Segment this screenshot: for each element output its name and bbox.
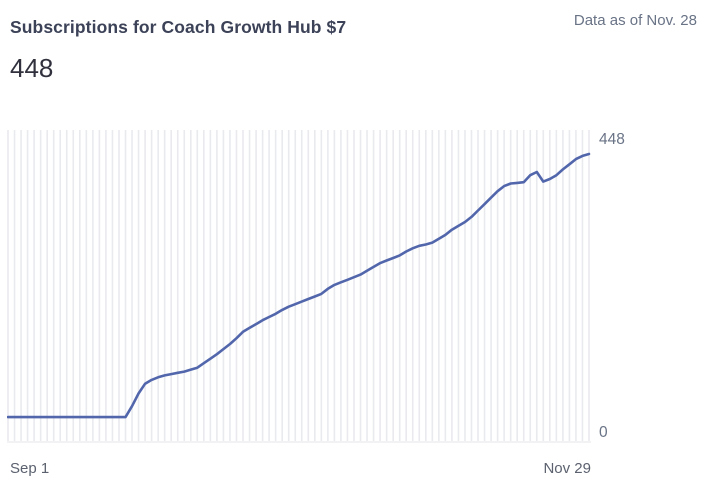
subscriptions-series-line xyxy=(7,152,591,419)
subscriptions-line-chart xyxy=(7,130,591,443)
daily-gridlines xyxy=(7,130,590,441)
kpi-current-value: 448 xyxy=(10,53,54,83)
x-axis-end-label: Nov 29 xyxy=(543,460,591,477)
data-freshness-label: Data as of Nov. 28 xyxy=(573,12,697,29)
x-axis-start-label: Sep 1 xyxy=(10,460,50,477)
page-title: Subscriptions for Coach Growth Hub $7 xyxy=(10,17,347,37)
y-axis-min-label: 0 xyxy=(599,424,608,441)
line-chart-svg xyxy=(7,130,591,443)
y-axis-max-label: 448 xyxy=(599,131,625,148)
